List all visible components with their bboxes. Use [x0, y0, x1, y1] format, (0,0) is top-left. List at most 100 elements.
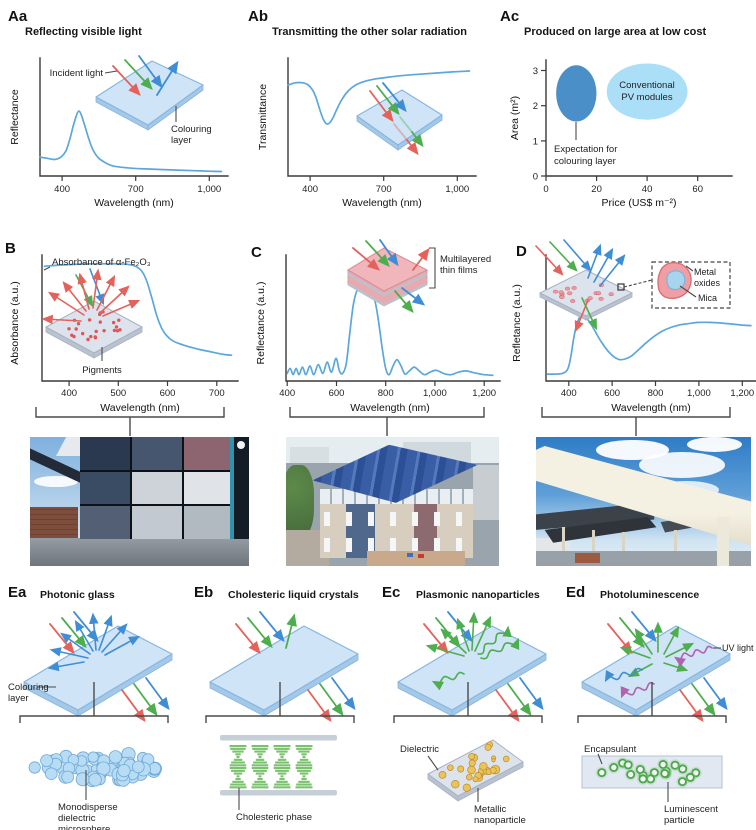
svg-text:600: 600: [604, 388, 620, 399]
reflected-blue-arrows: [587, 243, 626, 287]
panel-letter-aa: Aa: [8, 8, 28, 25]
transmitted-arrow-green: [319, 683, 344, 717]
microsphere-label: Monodisperse: [58, 802, 118, 813]
svg-text:1,000: 1,000: [445, 184, 469, 195]
pigment-plate-illustration: Pigments: [41, 268, 144, 376]
scatter-ellipses: [556, 63, 688, 122]
svg-text:400: 400: [279, 388, 295, 399]
incident-arrow-blue: [138, 55, 163, 89]
substrate-bar: [220, 735, 337, 741]
chart-c: 400 600 800 1,000 1,200 Wavelength (nm) …: [255, 239, 501, 414]
curve-label: Absorbance of α-Fe₂O₃: [52, 257, 151, 268]
svg-text:dielectric: dielectric: [58, 813, 96, 824]
svg-text:0: 0: [533, 172, 538, 183]
refletance-curve: [546, 314, 752, 375]
multilayer-illustration: Multilayered thin films: [346, 239, 491, 314]
transmitted-arrow-blue: [401, 287, 426, 306]
svg-text:1,200: 1,200: [730, 388, 754, 399]
metallic-nanoparticle-label: Metallic: [474, 804, 506, 815]
bracket-connector-d: [541, 407, 731, 436]
y-axis-label: Transmittance: [257, 84, 269, 150]
y-axis-label: Reflectance (a.u.): [255, 282, 267, 365]
transmittance-curve: [287, 70, 471, 125]
diagram-photonic-glass: Colouring layer Monodisperse dielectric …: [8, 611, 173, 830]
cholesteric-phase-label: Cholesteric phase: [236, 812, 312, 823]
svg-text:1: 1: [533, 136, 538, 147]
colouring-layer-label: Colouring: [8, 682, 49, 693]
wavy-green-arrow: [480, 637, 520, 660]
svg-text:400: 400: [561, 388, 577, 399]
incident-arrow-red: [235, 623, 261, 655]
bracket-connector: [19, 682, 169, 723]
incident-arrow-blue: [379, 239, 399, 267]
coloured-pv-panels: [80, 437, 234, 539]
chart-d: 400 600 800 1,000 1,200 Wavelength (nm) …: [511, 239, 756, 414]
svg-text:40: 40: [642, 184, 653, 195]
diffuse-green-reflection: [425, 611, 520, 691]
mica-label: Mica: [698, 293, 717, 303]
bracket-connector-c: [289, 407, 485, 436]
diffuse-blue-reflection: [47, 612, 141, 672]
cholesteric-helices: [229, 745, 313, 789]
reflectance-curve: [39, 110, 223, 173]
transmitted-arrow-green: [507, 683, 532, 717]
transmitted-arrow-blue: [331, 677, 356, 711]
transmitted-arrow-blue: [145, 677, 170, 711]
svg-text:700: 700: [376, 184, 392, 195]
panel-letter-ab: Ab: [248, 8, 268, 25]
chart-aa: 400 700 1,000 Wavelength (nm) Reflectanc…: [9, 55, 229, 209]
svg-text:20: 20: [591, 184, 602, 195]
svg-text:2: 2: [533, 101, 538, 112]
svg-text:PV modules: PV modules: [621, 92, 672, 103]
panel-letter-ea: Ea: [8, 584, 27, 601]
diagram-photoluminescence: UV light Encapsulant Luminescent particl…: [577, 611, 754, 826]
diagram-cholesteric: Cholesteric phase: [205, 611, 359, 823]
wavy-green-arrow: [477, 625, 512, 655]
mica-flake-plate-illustration: Metal oxides Mica: [535, 239, 731, 333]
transmitted-arrow-red: [495, 689, 520, 723]
expectation-label: Expectation for: [554, 144, 617, 155]
svg-text:500: 500: [110, 388, 126, 399]
encapsulant-label: Encapsulant: [584, 744, 637, 755]
substrate-bar: [220, 790, 337, 796]
mica-core: [666, 270, 686, 291]
uv-wavy-arrow: [674, 645, 713, 667]
multilayer-label: Multilayered: [440, 254, 491, 265]
reflected-arrow-red: [412, 247, 430, 271]
microsphere-cluster: [28, 747, 163, 788]
transmitted-arrow-blue: [519, 677, 544, 711]
panel-letter-ec: Ec: [382, 584, 401, 601]
panel-title-ea: Photonic glass: [40, 589, 115, 601]
pigment-dots: [67, 310, 122, 342]
panel-title-ab: Transmitting the other solar radiation: [272, 26, 467, 38]
y-axis-label: Refletance (a.u.): [511, 284, 523, 362]
transmitting-plate-illustration: [356, 82, 443, 156]
svg-text:layer: layer: [8, 693, 29, 704]
panel-letter-d: D: [516, 243, 527, 260]
incident-arrow-green: [247, 617, 273, 649]
svg-text:nanoparticle: nanoparticle: [474, 815, 526, 826]
transmitted-arrow-green: [581, 297, 598, 331]
colouring-layer-illustration: Incident light Colouring layer: [50, 55, 212, 146]
svg-text:800: 800: [378, 388, 394, 399]
svg-text:400: 400: [302, 184, 318, 195]
transmitted-arrow-green: [133, 683, 158, 717]
incident-arrow-blue: [73, 611, 99, 643]
incident-arrow-red: [423, 623, 449, 655]
x-axis-label: Wavelength (nm): [94, 197, 174, 209]
transmitted-arrow-green: [411, 131, 424, 148]
pigments-label: Pigments: [82, 365, 122, 376]
svg-text:800: 800: [648, 388, 664, 399]
svg-text:1,200: 1,200: [472, 388, 496, 399]
bracket-connector: [577, 682, 727, 723]
panel-letter-ed: Ed: [566, 584, 586, 601]
wavy-blue-arrow: [604, 667, 643, 683]
reflected-arrow-blue: [156, 60, 179, 96]
luminescent-particles: [595, 757, 702, 788]
panel-letter-eb: Eb: [194, 584, 214, 601]
chart-ab: 400 700 1,000 Wavelength (nm) Transmitta…: [257, 57, 477, 209]
incident-light-label: Incident light: [50, 68, 104, 79]
incident-arrow-green: [619, 617, 645, 649]
svg-text:400: 400: [61, 388, 77, 399]
